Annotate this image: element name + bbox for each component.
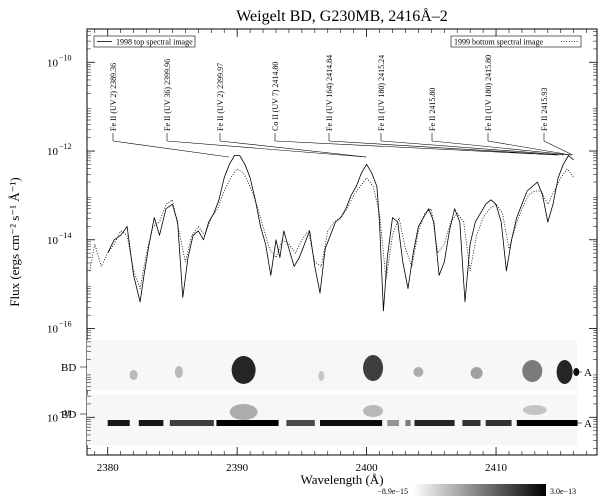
legend-left-box (93, 35, 196, 48)
spectral-band-bottom-segment-5 (319, 420, 383, 426)
spectral-blob-top-1 (231, 356, 256, 384)
spectral-band-bottom-segment-1 (138, 420, 164, 426)
spectral-band-top (87, 340, 577, 390)
line-id-label-6: Fe II 2415.80 (428, 88, 437, 131)
y-tick-exponent-4: −18 (59, 408, 72, 417)
line-id-label-5: Fe II (UV 180) 2415.24 (377, 55, 386, 131)
line-id-layer: Fe II (UV 2) 2389.36 Fe II (UV 36) 2399.9… (109, 55, 573, 158)
y-tick-exponent-2: −14 (59, 231, 72, 240)
line-id-label-3: Co II (UV 7) 2414.80 (271, 62, 280, 131)
x-axis-title: Wavelength (Å) (300, 472, 383, 487)
y-tick-label-2: 10 (47, 235, 59, 247)
image-label-bd-top: BD (61, 362, 76, 374)
y-tick-label-3: 10 (47, 324, 59, 336)
line-id-leader-2 (219, 140, 367, 158)
y-axis-title: Flux (ergs cm⁻² s⁻¹ Å⁻¹) (7, 177, 22, 307)
spectral-blob-top-3 (363, 355, 384, 381)
line-id-leader-6 (431, 140, 572, 156)
line-id-label-8: Fe II 2415.93 (540, 88, 549, 131)
series-line-1999-bottom (89, 168, 575, 290)
y-tick-label-4: 10 (47, 412, 59, 424)
spectral-blob-top-6 (522, 360, 543, 382)
spectral-blob-top-2 (318, 371, 325, 381)
x-tick-label-1: 2390 (226, 462, 249, 474)
line-id-leader-0 (112, 140, 229, 158)
spectral-blob-top-7 (556, 360, 573, 384)
legend-right-label: 1999 bottom spectral image (454, 38, 544, 47)
line-id-leader-4 (328, 140, 559, 156)
colorbar-min-label: −8.9e−15 (377, 487, 408, 496)
spectral-band-bottom-segment-9 (462, 420, 481, 426)
line-id-label-7: Fe II (UV 180) 2415.80 (484, 55, 493, 131)
chart-title: Weigelt BD, G230MB, 2416Å–2 (236, 7, 448, 25)
series-layer (89, 155, 575, 312)
spectral-band-bottom-segment-3 (216, 420, 279, 426)
line-id-label-2: Fe II (UV 2) 2399.97 (216, 63, 225, 131)
image-label-a-bottom: A (584, 418, 592, 430)
legend-left: 1998 top spectral image (93, 35, 196, 48)
spectral-band-bottom-segment-0 (107, 420, 130, 426)
series-line-1998-top (107, 155, 574, 312)
line-id-leader-5 (380, 140, 564, 156)
spectral-blob-top-8 (129, 370, 138, 380)
spectral-haze-0 (229, 404, 258, 420)
legend-left-label: 1998 top spectral image (116, 38, 193, 47)
spectral-band-bottom-segment-6 (387, 420, 399, 426)
spectral-band-bottom-segment-7 (405, 420, 411, 426)
colorbar-max-label: 3.0e−13 (550, 487, 576, 496)
spectral-image (87, 340, 580, 445)
legend-right: 1999 bottom spectral image (450, 35, 582, 48)
line-id-leader-8 (543, 140, 573, 156)
x-tick-label-3: 2410 (485, 462, 508, 474)
spectral-band-bottom-segment-4 (286, 420, 315, 426)
spectral-blob-top-4 (413, 367, 424, 377)
y-tick-exponent-0: −10 (59, 53, 72, 62)
line-id-leader-7 (487, 140, 572, 156)
spectral-haze-1 (363, 405, 384, 417)
line-id-leader-1 (166, 140, 367, 158)
y-tick-label-0: 10 (47, 57, 59, 69)
line-id-label-1: Fe II (UV 36) 2399.96 (163, 59, 172, 131)
spectral-band-bottom-segment-10 (485, 420, 512, 426)
image-label-bd-bottom: BD (61, 409, 76, 421)
x-tick-label-0: 2380 (97, 462, 120, 474)
spectral-blob-top-5 (470, 367, 483, 379)
line-id-label-4: Fe II (UV 164) 2414.84 (325, 55, 334, 131)
spectral-haze-2 (522, 405, 547, 415)
y-tick-exponent-3: −16 (59, 320, 72, 329)
y-tick-label-1: 10 (47, 146, 59, 158)
spectral-band-bottom-segment-11 (516, 420, 578, 426)
x-tick-label-2: 2400 (356, 462, 379, 474)
image-label-a-top: A (584, 367, 592, 379)
legend-right-box (450, 35, 582, 48)
colorbar (413, 484, 546, 496)
line-id-label-0: Fe II (UV 2) 2389.36 (109, 63, 118, 131)
spectral-blob-top-0 (174, 366, 183, 378)
y-tick-exponent-1: −12 (59, 142, 72, 151)
spectral-band-bottom-segment-2 (169, 420, 214, 426)
spectral-band-bottom-segment-8 (414, 420, 455, 426)
line-id-leader-3 (274, 140, 559, 156)
